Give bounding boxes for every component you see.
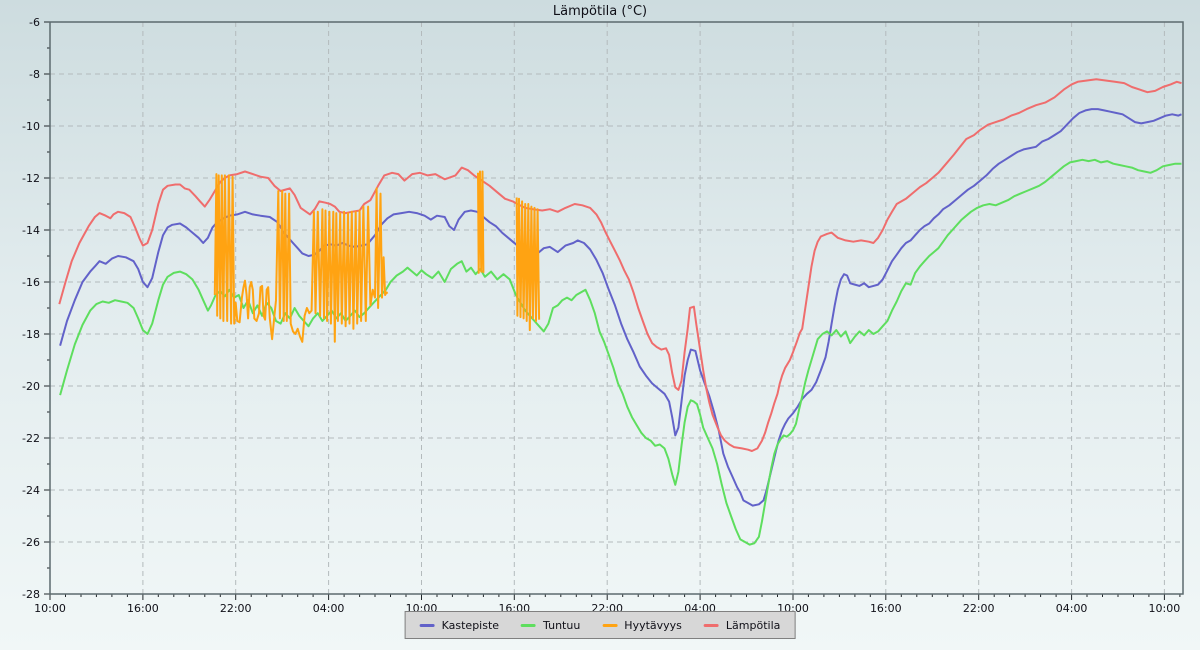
legend-item-tuntuu: Tuntuu bbox=[521, 619, 580, 632]
legend-item-hyytavyys: Hyytävyys bbox=[602, 619, 682, 632]
hyytavyys-line-swatch bbox=[602, 623, 618, 627]
y-tick-label: -28 bbox=[22, 588, 40, 601]
x-tick-label: 10:00 bbox=[1149, 602, 1181, 615]
legend-item-kastepiste: Kastepiste bbox=[419, 618, 500, 632]
y-tick-label: -6 bbox=[29, 16, 40, 29]
y-tick-label: -12 bbox=[22, 172, 40, 185]
x-tick-label: 22:00 bbox=[963, 602, 995, 615]
x-tick-label: 22:00 bbox=[220, 602, 252, 615]
kastepiste-line-swatch bbox=[419, 623, 435, 627]
y-tick-label: -8 bbox=[29, 68, 40, 81]
tuntuu-line-swatch bbox=[521, 623, 537, 627]
lampotila-line-swatch bbox=[703, 623, 719, 627]
x-tick-label: 16:00 bbox=[870, 602, 902, 615]
legend: Kastepiste Tuntuu Hyytävyys Lämpötila bbox=[404, 611, 796, 639]
series-line-hyytvyys bbox=[213, 170, 541, 343]
x-tick-label: 10:00 bbox=[34, 602, 66, 615]
series-line-kastepiste bbox=[59, 108, 1182, 507]
x-tick-label: 04:00 bbox=[313, 602, 345, 615]
chart-title: Lämpötila (°C) bbox=[552, 4, 648, 19]
legend-item-lampotila: Lämpötila bbox=[703, 618, 781, 632]
y-tick-label: -20 bbox=[22, 380, 40, 393]
legend-label-lampotila: Lämpötila bbox=[725, 618, 781, 632]
y-tick-label: -14 bbox=[22, 224, 40, 237]
series-line-tuntuu bbox=[59, 158, 1182, 546]
y-tick-label: -26 bbox=[22, 536, 40, 549]
y-tick-label: -22 bbox=[22, 432, 40, 445]
x-tick-label: 04:00 bbox=[1056, 602, 1088, 615]
y-tick-label: -16 bbox=[22, 276, 40, 289]
x-tick-label: 16:00 bbox=[127, 602, 159, 615]
legend-label-tuntuu: Tuntuu bbox=[543, 618, 581, 632]
legend-label-hyytavyys: Hyytävyys bbox=[624, 618, 682, 632]
legend-label-kastepiste: Kastepiste bbox=[441, 618, 500, 632]
y-tick-label: -24 bbox=[22, 484, 40, 497]
y-tick-label: -10 bbox=[22, 120, 40, 133]
series-line-lmptila bbox=[58, 78, 1182, 452]
plot-frame bbox=[49, 21, 1184, 595]
y-tick-label: -18 bbox=[22, 328, 40, 341]
